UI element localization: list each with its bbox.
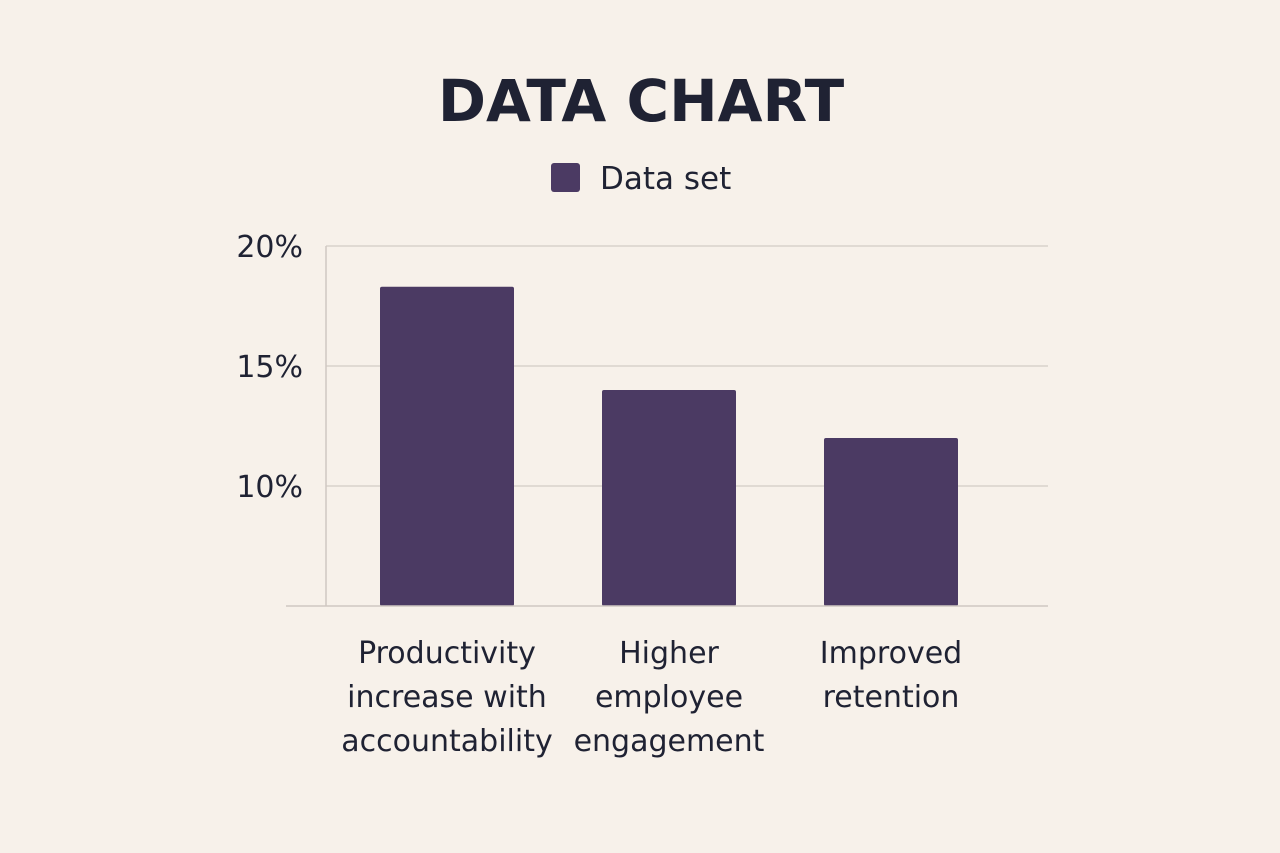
y-tick-label: 15%	[236, 350, 303, 385]
x-category-label-line: Improved	[820, 636, 962, 671]
x-category-label-line: Productivity	[358, 636, 536, 671]
x-category-label-line: retention	[823, 680, 960, 715]
x-category-label-line: Higher	[619, 636, 719, 671]
x-category-label-line: employee	[595, 680, 743, 715]
bars	[380, 286, 958, 606]
legend: Data set	[551, 161, 731, 197]
x-category-label: Higher employee engagement	[574, 636, 765, 759]
axes	[286, 246, 1048, 607]
y-tick-label: 20%	[236, 230, 303, 265]
legend-label: Data set	[600, 161, 731, 197]
y-tick-label: 10%	[236, 470, 303, 505]
bar	[602, 390, 736, 606]
x-category-label-line: engagement	[574, 724, 765, 759]
x-category-label: Productivity increase with accountability	[341, 636, 552, 759]
x-category-label-line: increase with	[347, 680, 547, 715]
bar	[380, 286, 514, 606]
x-axis-labels: Productivity increase with accountability H…	[341, 636, 962, 759]
bar	[824, 438, 958, 606]
y-axis-ticks: 20% 15% 10%	[236, 230, 303, 505]
x-category-label: Improved retention	[820, 636, 962, 715]
x-category-label-line: accountability	[341, 724, 552, 759]
chart-title: DATA CHART	[438, 67, 845, 135]
legend-swatch	[551, 163, 580, 192]
